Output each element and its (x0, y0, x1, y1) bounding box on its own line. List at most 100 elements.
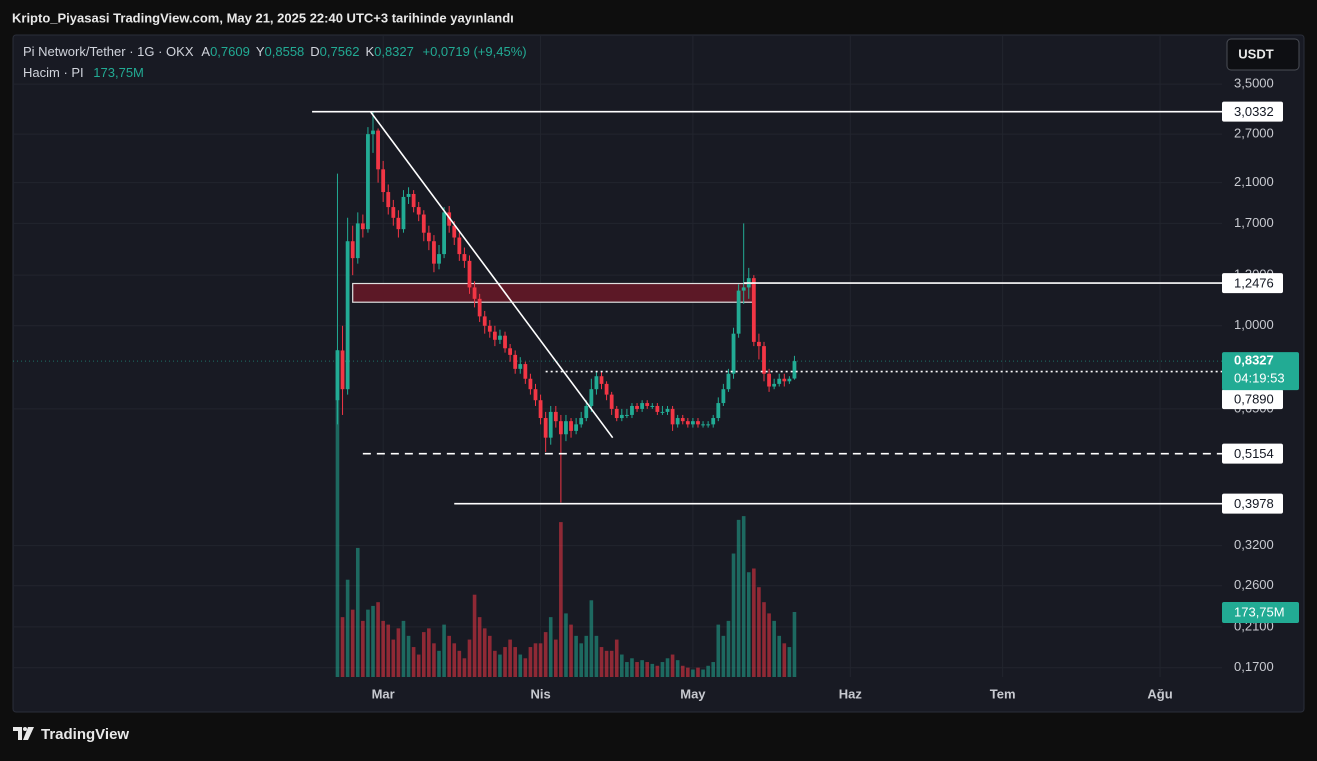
candle-body (787, 378, 792, 382)
volume-bar (721, 635, 726, 677)
volume-bar (782, 643, 787, 677)
candle-body (660, 411, 665, 413)
y-tick-label: 0,2600 (1234, 577, 1274, 592)
candle-body (751, 278, 756, 342)
candle-body (335, 350, 340, 401)
candle-body (614, 408, 619, 419)
candle-body (467, 260, 472, 288)
volume-bar (696, 667, 700, 677)
candle-body (604, 383, 609, 395)
volume-bar (457, 650, 462, 677)
candle-body (716, 403, 721, 419)
volume-bar (548, 617, 553, 677)
volume-bar (498, 654, 502, 677)
volume-bar (762, 602, 766, 677)
volume-bar (665, 658, 670, 677)
candle-body (584, 405, 589, 419)
candle-body (594, 376, 599, 390)
candle-body (650, 405, 655, 407)
volume-bar (345, 579, 350, 677)
volume-bar (741, 516, 746, 677)
legend-key: K (365, 44, 374, 59)
candle-body (533, 389, 538, 401)
volume-label: 173,75M (1234, 604, 1285, 619)
candle-body (726, 373, 731, 390)
volume-bar (416, 654, 421, 677)
candle-body (513, 354, 518, 369)
volume-bar (630, 658, 634, 677)
level-label-box (1222, 493, 1283, 514)
price-label: 0,8327 (1234, 353, 1274, 368)
currency-button[interactable] (1226, 38, 1300, 71)
volume-bar (366, 609, 370, 677)
candle-body (579, 418, 584, 425)
candle-body (655, 405, 660, 412)
candle-body (477, 298, 482, 317)
y-tick-label: 1,7000 (1234, 215, 1274, 230)
volume-bar (670, 654, 675, 677)
level-label: 0,5154 (1234, 446, 1274, 461)
trendline (369, 111, 614, 439)
candle-body (503, 335, 507, 349)
volume-bar (340, 617, 345, 677)
level-label: 1,2476 (1234, 276, 1274, 291)
volume-bar (432, 643, 436, 677)
candle-body (685, 421, 690, 425)
candle-body (350, 241, 355, 259)
volume-bar (706, 665, 710, 677)
candle-body (767, 373, 771, 387)
volume-bar (554, 639, 558, 677)
candle-body (589, 389, 594, 406)
price-label-box (1222, 352, 1299, 391)
volume-bar (493, 650, 497, 677)
volume-bar (523, 658, 528, 677)
y-tick-label: 2,1000 (1234, 174, 1274, 189)
volume-bar (640, 660, 644, 677)
candle-body (706, 424, 711, 426)
volume-bar (462, 658, 467, 677)
candle-body (736, 290, 741, 334)
candle-body (360, 223, 365, 230)
volume-bar (635, 662, 639, 677)
plot (13, 36, 1222, 677)
candle-body (741, 287, 746, 291)
volume-bar (376, 602, 380, 677)
candle-body (421, 214, 426, 233)
candle-body (792, 361, 797, 379)
volume-bar (777, 635, 782, 677)
x-tick-label: Haz (839, 686, 863, 701)
candle-body (635, 405, 639, 409)
volume-bar (508, 639, 512, 677)
footer: TradingView (41, 726, 129, 743)
candle-body (340, 350, 345, 390)
volume-bar (655, 665, 660, 677)
volume-bar (787, 647, 792, 677)
volume-bar (736, 519, 741, 677)
legend-key: Y (256, 44, 265, 59)
currency[interactable]: USDT (1238, 46, 1273, 61)
volume-bar (564, 613, 568, 677)
y-tick-label: 2,7000 (1234, 126, 1274, 141)
volume-bar (716, 624, 721, 677)
candle-body (619, 414, 624, 419)
candle-body (401, 196, 406, 230)
candle-body (452, 225, 457, 238)
volume-bar (620, 654, 624, 677)
volume-bar (371, 605, 375, 677)
volume-bar (767, 613, 771, 677)
volume-bar (711, 662, 716, 677)
candle-body (406, 193, 411, 197)
candle-body (553, 411, 558, 422)
x-tick-label: May (680, 686, 706, 701)
legend-value: 0,8327 (374, 44, 414, 59)
volume-bar (381, 620, 385, 677)
volume-bar (503, 647, 507, 677)
candle-body (447, 212, 452, 226)
volume-bar (401, 620, 406, 677)
volume-bar (406, 635, 411, 677)
volume-bar (487, 635, 492, 677)
volume-bar (757, 587, 761, 677)
candle-body (696, 421, 700, 425)
candle-body (574, 424, 579, 431)
